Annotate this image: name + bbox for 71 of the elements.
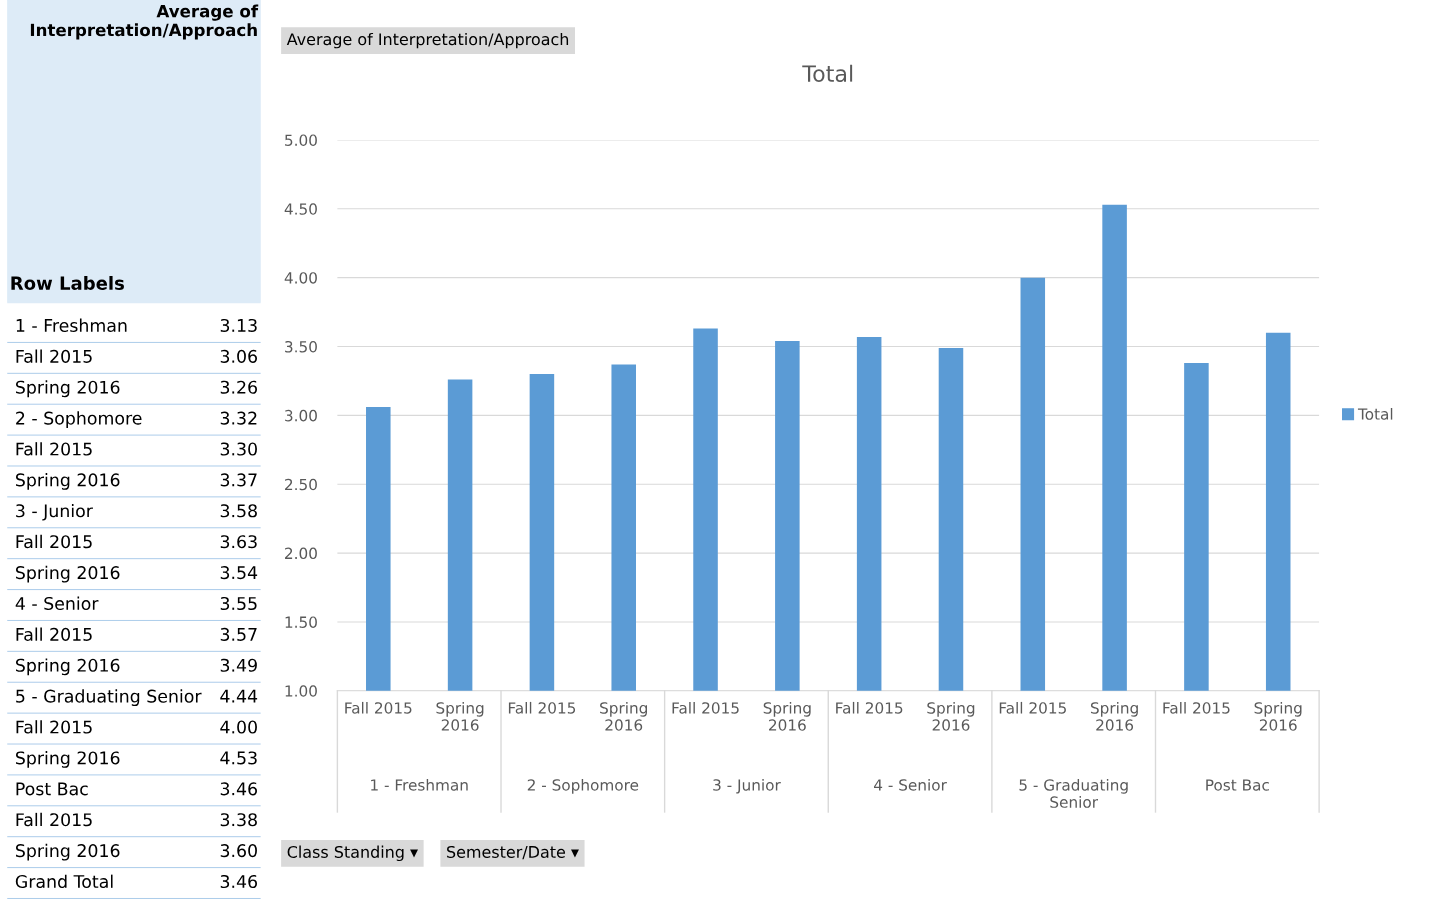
text: Post Bac	[1206, 779, 1269, 791]
category-label: 2 - Sophomore	[16, 411, 142, 429]
text: 4 - Senior	[874, 778, 947, 791]
text: Average of Interpretation/Approach	[30, 4, 259, 40]
y-tick-label: 3.00	[285, 409, 317, 422]
text: 1 - Freshman	[371, 778, 468, 791]
text: 2 - Sophomore	[527, 778, 639, 794]
text: 3.54	[220, 566, 258, 580]
text: 3.58	[220, 504, 257, 518]
text: 3.30	[220, 442, 257, 456]
text: 3.38	[220, 813, 257, 827]
chart-title: Total	[802, 64, 853, 82]
category-label: Spring 2016	[15, 380, 120, 398]
text: Row Labels	[11, 276, 124, 290]
text: Average of Interpretation/Approach	[286, 32, 569, 49]
y-tick-label: 3.50	[285, 340, 317, 353]
x-tick-label: Fall 2015	[508, 701, 576, 714]
x-tick-label: Spring 2016	[763, 701, 811, 731]
category-label: Spring 2016	[15, 565, 120, 583]
legend-label: Total	[1357, 407, 1393, 420]
y-tick-label: 4.50	[284, 203, 317, 215]
category-label: 1 - Freshman	[16, 318, 127, 333]
x-tick-label: Spring 2016	[436, 701, 484, 731]
text: 4.00	[220, 720, 257, 734]
y-tick-label: 2.00	[285, 547, 317, 560]
x-tick-label: Fall 2015	[672, 701, 739, 714]
x-tick-label: Spring 2016	[1254, 701, 1302, 731]
category-label: 4 - Senior	[15, 596, 99, 611]
text: 4.44	[220, 689, 258, 703]
category-label: Post Bac	[16, 782, 88, 796]
text: 3.32	[220, 411, 257, 425]
y-tick-label: 2.50	[285, 478, 317, 491]
category-label: Fall 2015	[16, 442, 92, 456]
category-label: 3 - Junior	[16, 503, 93, 521]
text: 3.46	[220, 782, 258, 796]
category-label: Spring 2016	[15, 473, 120, 490]
text: 3.46	[220, 874, 258, 889]
category-label: Fall 2015	[16, 534, 92, 549]
x-tick-label: Fall 2015	[345, 701, 412, 714]
y-tick-label: 4.00	[284, 272, 317, 284]
category-label: Fall 2015	[16, 349, 92, 363]
category-label: 5 - Graduating Senior	[16, 689, 202, 707]
text: 3.63	[220, 535, 257, 549]
text: 3.55	[220, 596, 257, 611]
text: 3.06	[220, 349, 258, 363]
text: 4.53	[220, 751, 257, 765]
category-label: Fall 2015	[16, 627, 92, 641]
x-tick-label: Fall 2015	[1163, 701, 1230, 714]
text: 3.37	[220, 473, 257, 487]
x-tick-label: Fall 2015	[836, 701, 903, 714]
text: Semester/Date ▾	[447, 845, 579, 860]
category-label: Spring 2016	[15, 843, 120, 861]
text: Class Standing ▾	[287, 845, 418, 862]
text: 3.13	[220, 318, 257, 333]
category-label: Fall 2015	[16, 812, 92, 827]
x-tick-label: Spring 2016	[927, 701, 975, 731]
text: 3.26	[220, 380, 258, 394]
category-label: Spring 2016	[15, 751, 120, 768]
x-tick-label: Spring 2016	[1090, 701, 1138, 731]
x-tick-label: Fall 2015	[999, 701, 1066, 714]
text: 3.60	[220, 844, 257, 858]
text: 5 - Graduating Senior	[1019, 778, 1128, 808]
text: 3.49	[220, 658, 257, 672]
x-tick-label: Spring 2016	[600, 701, 647, 731]
text: 3.57	[220, 627, 257, 641]
y-tick-label: 1.50	[285, 616, 317, 628]
y-tick-label: 1.00	[285, 685, 317, 697]
category-label: Grand Total	[15, 874, 113, 889]
category-label: Spring 2016	[15, 658, 120, 676]
y-tick-label: 5.00	[285, 134, 317, 146]
text: 3 - Junior	[713, 778, 781, 794]
